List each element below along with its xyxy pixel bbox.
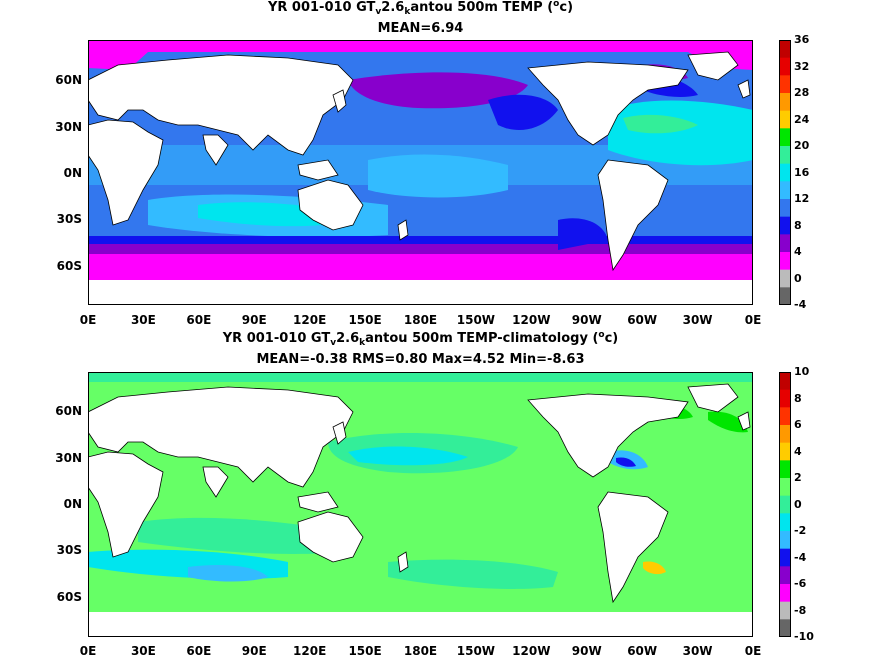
colorbar-tick-label: 24 [794, 112, 810, 126]
colorbar-swatch [779, 40, 791, 59]
lat-label-60n: 60N [55, 404, 82, 418]
panel2-stats: MEAN=-0.38 RMS=0.80 Max=4.52 Min=-8.63 [256, 352, 585, 367]
colorbar-swatch [779, 252, 791, 271]
colorbar-tick-label: -4 [794, 298, 807, 311]
lon-label: 30E [130, 313, 156, 327]
lat-label-60s: 60S [56, 590, 82, 604]
colorbar-swatch [779, 269, 791, 288]
lon-label: 150E [348, 644, 382, 658]
lon-label: 0E [744, 313, 762, 327]
colorbar-tick-label: 4 [794, 444, 802, 458]
lon-label: 90W [571, 313, 602, 327]
colorbar-swatch [779, 407, 791, 426]
lat-label-30n: 30N [55, 451, 82, 465]
lon-label: 30E [130, 644, 156, 658]
colorbar-swatch [779, 216, 791, 235]
lat-label-60s: 60S [56, 259, 82, 273]
colorbar-swatch [779, 75, 791, 94]
colorbar-tick-label: -8 [794, 603, 807, 617]
colorbar-tick-label: 0 [794, 497, 802, 511]
colorbar-swatch [779, 601, 791, 620]
panel1-colorbar [779, 40, 791, 305]
colorbar-swatch [779, 57, 791, 76]
colorbar-tick-label: 8 [794, 391, 802, 405]
panel2-colorbar [779, 372, 791, 637]
colorbar-tick-label: 12 [794, 192, 810, 205]
colorbar-swatch [779, 146, 791, 165]
lon-label: 120W [512, 313, 551, 327]
lat-label-30s: 30S [56, 543, 82, 557]
colorbar-tick-label: 20 [794, 139, 810, 152]
colorbar-swatch [779, 110, 791, 129]
lon-label: 30W [682, 644, 713, 658]
lon-label: 90E [241, 644, 267, 658]
colorbar-tick-label: 32 [794, 59, 810, 73]
lon-label: 0E [79, 644, 97, 658]
panel1-stats: MEAN=6.94 [377, 21, 464, 36]
lon-label: 120W [512, 644, 551, 658]
lon-label: 90E [241, 313, 267, 327]
lat-label-60n: 60N [55, 73, 82, 87]
colorbar-tick-label: 0 [794, 271, 802, 285]
lon-label: 0E [79, 313, 97, 327]
colorbar-tick-label: 36 [794, 33, 810, 46]
lat-label-30n: 30N [55, 120, 82, 134]
colorbar-tick-label: -10 [794, 630, 814, 643]
panel1-map [88, 40, 753, 305]
lat-label-0n: 0N [63, 497, 82, 511]
lon-label: 120E [293, 644, 327, 658]
colorbar-swatch [779, 460, 791, 479]
colorbar-swatch [779, 199, 791, 218]
colorbar-tick-label: -4 [794, 550, 807, 564]
colorbar-swatch [779, 478, 791, 497]
colorbar-swatch [779, 93, 791, 112]
lon-label: 180E [403, 313, 438, 327]
colorbar-swatch [779, 548, 791, 567]
colorbar-tick-label: 6 [794, 418, 802, 431]
colorbar-swatch [779, 389, 791, 408]
lon-label: 60E [186, 313, 212, 327]
colorbar-tick-label: 2 [794, 471, 802, 484]
lon-label: 180E [403, 644, 438, 658]
panel2-title: YR 001-010 GTv2.6kantou 500m TEMP-climat… [222, 330, 619, 348]
panel2-map [88, 372, 753, 637]
lat-label-30s: 30S [56, 212, 82, 226]
colorbar-tick-label: 28 [794, 86, 810, 99]
lon-label: 90W [571, 644, 602, 658]
colorbar-swatch [779, 234, 791, 253]
colorbar-swatch [779, 619, 791, 637]
lon-label: 150E [348, 313, 382, 327]
colorbar-swatch [779, 128, 791, 147]
colorbar-tick-label: 10 [794, 365, 810, 378]
colorbar-swatch [779, 584, 791, 603]
colorbar-swatch [779, 531, 791, 550]
colorbar-tick-label: -6 [794, 577, 807, 590]
lon-label: 30W [682, 313, 713, 327]
colorbar-swatch [779, 495, 791, 514]
colorbar-tick-label: 4 [794, 245, 802, 258]
lon-label: 60W [627, 313, 658, 327]
colorbar-swatch [779, 287, 791, 305]
colorbar-swatch [779, 425, 791, 444]
colorbar-swatch [779, 372, 791, 391]
colorbar-swatch [779, 566, 791, 585]
colorbar-swatch [779, 513, 791, 532]
lon-label: 150W [456, 313, 496, 327]
lon-label: 60E [186, 644, 212, 658]
lon-label: 150W [456, 644, 496, 658]
lon-label: 60W [627, 644, 658, 658]
panel1-title: YR 001-010 GTv2.6kantou 500m TEMP (oc) [267, 0, 574, 17]
colorbar-tick-label: 8 [794, 218, 802, 232]
colorbar-swatch [779, 181, 791, 200]
lon-label: 120E [293, 313, 327, 327]
lon-label: 0E [744, 644, 762, 658]
colorbar-swatch [779, 163, 791, 182]
lat-label-0n: 0N [63, 166, 82, 180]
colorbar-tick-label: -2 [794, 524, 807, 537]
colorbar-swatch [779, 442, 791, 461]
colorbar-tick-label: 16 [794, 165, 810, 179]
